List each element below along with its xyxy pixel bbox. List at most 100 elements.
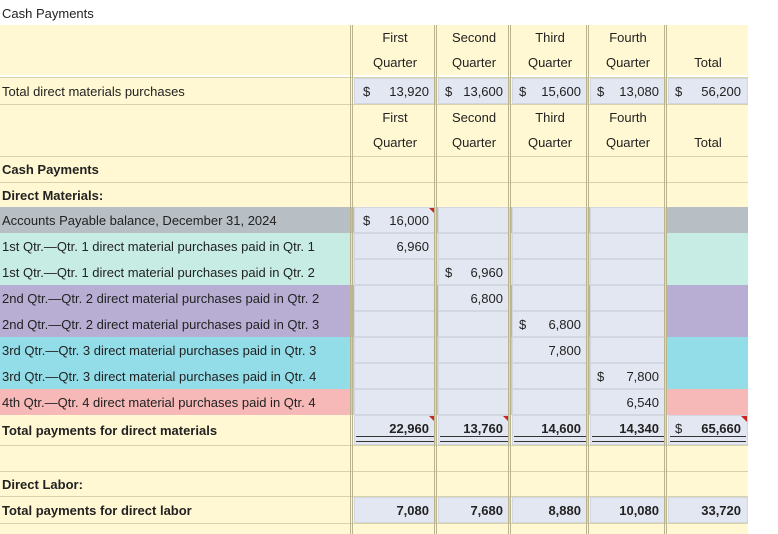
table-row: 1st Qtr.—Qtr. 1 direct material purchase…: [0, 259, 748, 285]
total-dl-q4[interactable]: 10,080: [590, 497, 666, 523]
value: 10,080: [619, 502, 659, 518]
q4-paid-q4-total[interactable]: [668, 389, 748, 415]
ap-balance-q4[interactable]: [590, 207, 666, 233]
column-divider: [664, 25, 665, 534]
q4-paid-q4-c2[interactable]: [438, 389, 510, 415]
q3-paid-q4[interactable]: $ 7,800: [590, 363, 666, 389]
q3-paid-q4-c1[interactable]: [354, 363, 436, 389]
q3-paid-q3-total[interactable]: [668, 337, 748, 363]
total-header: Total: [694, 135, 722, 150]
comment-flag-icon: [429, 416, 435, 422]
double-underline: [592, 436, 664, 442]
purchases-q3[interactable]: $ 15,600: [512, 78, 588, 104]
q3-paid-q3-c4[interactable]: [590, 337, 666, 363]
value: 65,660: [701, 420, 741, 436]
q1-header-bottom: Quarter: [372, 55, 418, 70]
total-dl-q2[interactable]: 7,680: [438, 497, 510, 523]
q2-paid-q2-c1[interactable]: [354, 285, 436, 311]
ap-balance-q1[interactable]: $ 16,000: [354, 207, 436, 233]
q2-paid-q2-total[interactable]: [668, 285, 748, 311]
dollar-sign: $: [363, 212, 371, 228]
total-dm-total[interactable]: $ 65,660: [668, 415, 748, 445]
total-dm-q4[interactable]: 14,340: [590, 415, 666, 445]
q2-paid-q2-c3[interactable]: [512, 285, 588, 311]
total-dl-total[interactable]: 33,720: [668, 497, 748, 523]
q2-paid-q3[interactable]: $ 6,800: [512, 311, 588, 337]
q3-paid-q3[interactable]: 7,800: [512, 337, 588, 363]
dollar-sign: $: [363, 83, 371, 99]
purchases-q2[interactable]: $ 13,600: [438, 78, 510, 104]
purchases-label: Total direct materials purchases: [2, 83, 185, 99]
q3-paid-q3-c1[interactable]: [354, 337, 436, 363]
empty-row: [0, 524, 748, 534]
row-label: 2nd Qtr.—Qtr. 2 direct material purchase…: [2, 316, 320, 332]
grid-line: [0, 156, 748, 157]
q1-paid-q1-c4[interactable]: [590, 233, 666, 259]
q2-paid-q3-c4[interactable]: [590, 311, 666, 337]
value: 6,800: [470, 290, 503, 306]
q3-paid-q3-c2[interactable]: [438, 337, 510, 363]
purchases-row: Total direct materials purchases $ 13,92…: [0, 78, 748, 104]
grid-line: [0, 471, 748, 472]
q2-paid-q2-c4[interactable]: [590, 285, 666, 311]
cash-payments-row: Cash Payments: [0, 157, 748, 182]
q2-paid-q3-c1[interactable]: [354, 311, 436, 337]
total-dl-q1[interactable]: 7,080: [354, 497, 436, 523]
ap-balance-q3[interactable]: [512, 207, 588, 233]
purchases-q1[interactable]: $ 13,920: [354, 78, 436, 104]
q4-header-bottom: Quarter: [605, 135, 651, 150]
dollar-sign: $: [519, 316, 527, 332]
q2-paid-q2[interactable]: 6,800: [438, 285, 510, 311]
grid-line: [0, 182, 748, 183]
row-label: Accounts Payable balance, December 31, 2…: [2, 212, 277, 228]
q3-paid-q4-c3[interactable]: [512, 363, 588, 389]
row-label: 3rd Qtr.—Qtr. 3 direct material purchase…: [2, 368, 317, 384]
q1-paid-q1-c3[interactable]: [512, 233, 588, 259]
q1-paid-q1-total[interactable]: [668, 233, 748, 259]
direct-materials-row: Direct Materials:: [0, 183, 748, 207]
q1-paid-q2-c1[interactable]: [354, 259, 436, 285]
q4-paid-q4-c3[interactable]: [512, 389, 588, 415]
q1-paid-q2-c4[interactable]: [590, 259, 666, 285]
direct-materials-label: Direct Materials:: [2, 187, 104, 203]
q4-paid-q4-c1[interactable]: [354, 389, 436, 415]
section-title: Cash Payments: [2, 6, 94, 21]
q4-header-top: Fourth: [609, 110, 647, 125]
dollar-sign: $: [519, 83, 527, 99]
q1-paid-q2-c3[interactable]: [512, 259, 588, 285]
cash-payments-label: Cash Payments: [2, 162, 99, 177]
value: 8,880: [548, 502, 581, 518]
purchases-q4[interactable]: $ 13,080: [590, 78, 666, 104]
column-divider: [510, 25, 511, 534]
total-dl-q3[interactable]: 8,880: [512, 497, 588, 523]
q1-paid-q1-c2[interactable]: [438, 233, 510, 259]
total-dl-label: Total payments for direct labor: [2, 502, 192, 518]
comment-flag-icon: [741, 416, 747, 422]
q2-header-top: Second: [451, 110, 497, 125]
q4-paid-q4[interactable]: 6,540: [590, 389, 666, 415]
total-dm-q2[interactable]: 13,760: [438, 415, 510, 445]
q3-header-top: Third: [535, 110, 565, 125]
purchases-total[interactable]: $ 56,200: [668, 78, 748, 104]
q3-paid-q4-c2[interactable]: [438, 363, 510, 389]
double-underline: [440, 436, 508, 442]
q1-paid-q2-total[interactable]: [668, 259, 748, 285]
grid-line: [0, 77, 748, 78]
ap-balance-total[interactable]: [668, 207, 748, 233]
q2-paid-q3-total[interactable]: [668, 311, 748, 337]
value: 15,600: [541, 83, 581, 99]
value: 6,960: [470, 264, 503, 280]
value: 22,960: [389, 420, 429, 436]
q2-paid-q3-c2[interactable]: [438, 311, 510, 337]
q3-paid-q4-total[interactable]: [668, 363, 748, 389]
q1-paid-q2[interactable]: $ 6,960: [438, 259, 510, 285]
column-divider: [350, 25, 351, 534]
column-divider: [666, 25, 667, 534]
value: 6,960: [396, 238, 429, 254]
q1-paid-q1[interactable]: 6,960: [354, 233, 436, 259]
total-dm-q1[interactable]: 22,960: [354, 415, 436, 445]
value: 56,200: [701, 83, 741, 99]
ap-balance-q2[interactable]: [438, 207, 510, 233]
double-underline: [670, 436, 746, 442]
total-dm-q3[interactable]: 14,600: [512, 415, 588, 445]
